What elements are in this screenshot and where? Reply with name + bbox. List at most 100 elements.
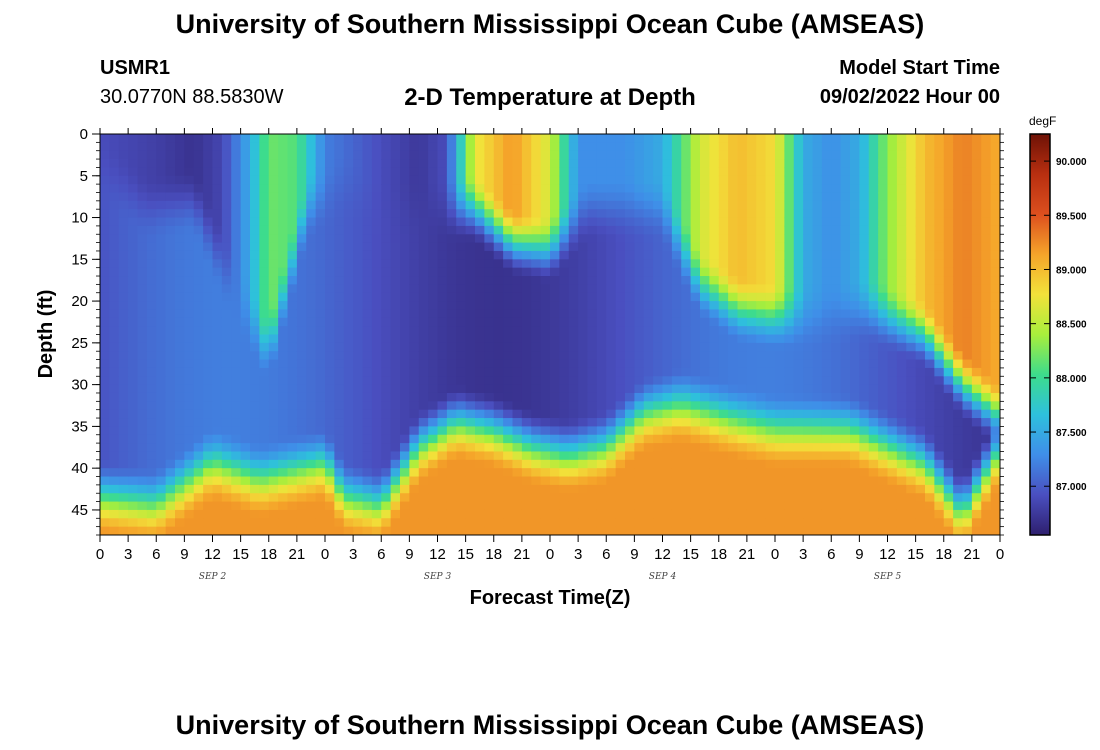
heatmap-cell [746,493,757,503]
heatmap-cell [390,250,401,260]
heatmap-cell [296,351,307,361]
heatmap-cell [784,518,795,528]
heatmap-cell [381,476,392,486]
heatmap-cell [278,292,289,302]
heatmap-cell [521,309,532,319]
heatmap-cell [175,317,185,327]
heatmap-cell [606,493,617,503]
heatmap-cell [446,234,457,244]
heatmap-cell [596,159,607,169]
heatmap-cell [428,142,439,152]
x-tick-label: 9 [855,546,863,563]
heatmap-cell [353,284,364,294]
heatmap-cell [278,150,289,160]
heatmap-cell [371,309,382,319]
heatmap-cell [643,184,654,194]
heatmap-cell [137,501,148,511]
heatmap-cell [156,443,167,453]
heatmap-cell [812,134,823,143]
heatmap-cell [175,234,185,244]
heatmap-cell [428,509,439,519]
heatmap-cell [128,426,139,436]
heatmap-cell [259,242,270,252]
heatmap-cell [287,351,298,361]
heatmap-cell [568,159,579,169]
heatmap-cell [109,409,120,419]
heatmap-cell [831,200,842,210]
heatmap-cell [221,443,232,453]
heatmap-cell [128,434,139,444]
heatmap-cell [250,468,260,478]
heatmap-cell [615,384,626,394]
heatmap-cell [212,476,223,486]
model-start-label: Model Start Time [839,57,1000,79]
heatmap-cell [306,434,317,444]
heatmap-cell [700,384,710,394]
heatmap-cell [381,234,392,244]
heatmap-cell [137,493,148,503]
heatmap-cell [100,459,110,469]
heatmap-cell [118,326,129,336]
heatmap-cell [943,359,954,369]
heatmap-cell [118,351,129,361]
heatmap-cell [953,434,964,444]
heatmap-cell [962,367,973,377]
heatmap-cell [662,209,673,219]
heatmap-cell [503,334,514,344]
heatmap-cell [484,476,495,486]
heatmap-cell [287,184,298,194]
heatmap-cell [184,493,195,503]
heatmap-cell [971,418,982,427]
heatmap-cell [859,367,870,377]
heatmap-cell [353,225,364,235]
heatmap-cell [587,292,598,302]
heatmap-cell [803,225,814,235]
heatmap-cell [325,326,335,336]
heatmap-cell [109,342,120,352]
heatmap-cell [887,434,898,444]
heatmap-cell [793,342,804,352]
heatmap-cell [287,443,298,453]
heatmap-cell [981,468,992,478]
heatmap-cell [146,468,157,478]
heatmap-cell [925,317,935,327]
heatmap-cell [756,184,767,194]
heatmap-cell [400,167,410,177]
heatmap-cell [456,443,467,453]
heatmap-cell [221,509,232,519]
heatmap-cell [700,276,710,285]
heatmap-cell [803,451,814,461]
heatmap-cell [943,459,954,469]
heatmap-cell [193,451,204,461]
heatmap-cell [371,476,382,486]
heatmap-cell [981,459,992,469]
heatmap-cell [184,359,195,369]
heatmap-cell [606,501,617,511]
heatmap-cell [850,384,860,394]
heatmap-cell [728,484,739,494]
heatmap-cell [296,159,307,169]
heatmap-cell [381,200,392,210]
heatmap-cell [887,200,898,210]
heatmap-cell [493,267,504,277]
heatmap-cell [615,509,626,519]
heatmap-cell [475,309,485,319]
heatmap-cell [671,259,682,269]
heatmap-cell [746,309,757,319]
heatmap-cell [175,225,185,235]
heatmap-cell [484,418,495,427]
heatmap-cell [831,451,842,461]
heatmap-cell [756,359,767,369]
heatmap-cell [212,392,223,402]
heatmap-cell [531,284,542,294]
heatmap-cell [212,334,223,344]
heatmap-cell [231,150,242,160]
heatmap-cell [793,376,804,386]
heatmap-cell [175,401,185,411]
heatmap-cell [175,509,185,519]
heatmap-cell [371,468,382,478]
heatmap-cell [896,493,907,503]
heatmap-cell [850,418,860,427]
heatmap-cell [990,209,1000,219]
heatmap-cell [493,217,504,227]
